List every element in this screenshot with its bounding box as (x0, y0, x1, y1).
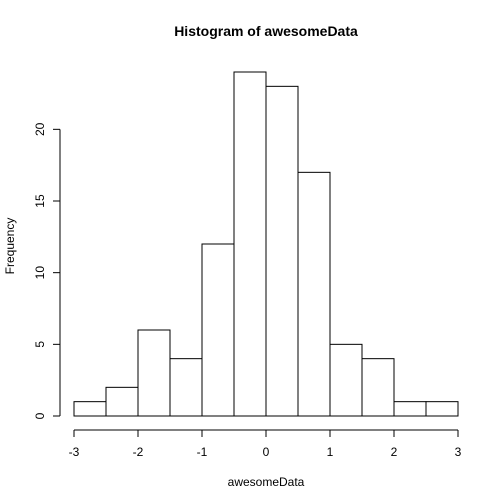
histogram-bar (425, 401, 459, 417)
histogram-bar (73, 401, 107, 417)
y-tick-label: 10 (33, 266, 47, 280)
y-tick-label: 0 (33, 412, 47, 419)
x-tick-label: 3 (455, 445, 462, 459)
x-tick-label: 2 (391, 445, 398, 459)
histogram-bar (265, 85, 299, 417)
histogram-bar (105, 386, 139, 417)
x-tick-label: -3 (69, 445, 80, 459)
histogram-bar (137, 329, 171, 417)
y-tick-label: 15 (33, 194, 47, 208)
x-tick-label: 0 (263, 445, 270, 459)
y-tick-label: 5 (33, 341, 47, 348)
histogram-bar (393, 401, 427, 417)
bars-group (73, 71, 459, 417)
y-axis: 0 5 10 15 20 (33, 122, 61, 419)
histogram-bar (297, 171, 331, 417)
histogram-bar (329, 343, 363, 417)
x-tick-label: -2 (133, 445, 144, 459)
x-axis-label: awesomeData (228, 475, 305, 489)
x-tick-label: 1 (327, 445, 334, 459)
x-axis: -3 -2 -1 0 1 2 3 (69, 429, 462, 459)
y-tick-label: 20 (33, 122, 47, 136)
y-axis-label: Frequency (3, 218, 17, 275)
histogram-bar (169, 358, 203, 417)
histogram-bar (233, 71, 267, 417)
x-tick-label: -1 (197, 445, 208, 459)
chart-title: Histogram of awesomeData (174, 23, 358, 39)
histogram-bar (361, 358, 395, 417)
histogram-bar (201, 243, 235, 417)
